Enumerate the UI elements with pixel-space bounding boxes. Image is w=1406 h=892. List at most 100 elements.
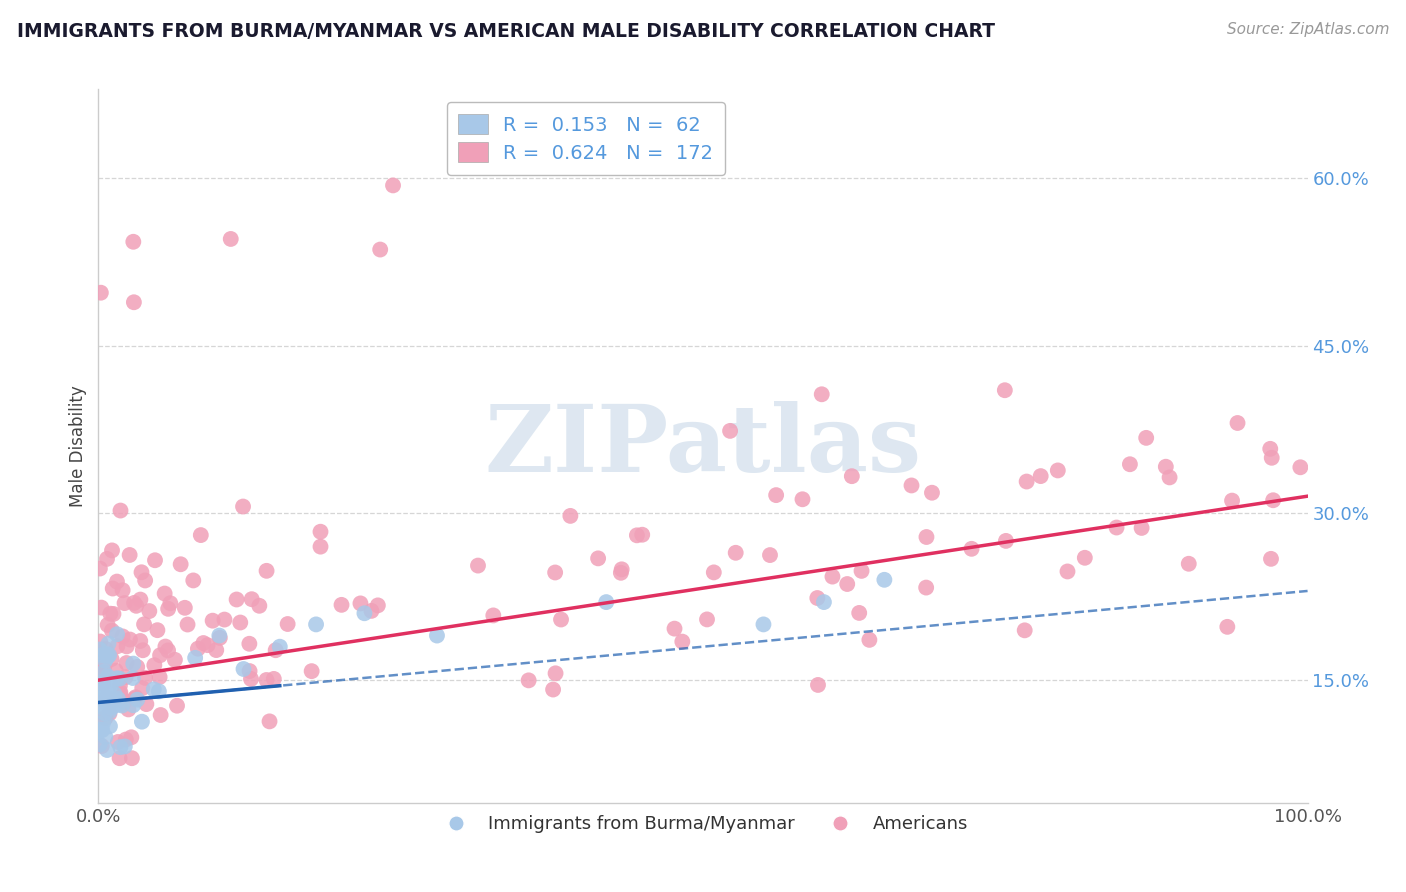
Point xyxy=(256,673,278,687)
Point xyxy=(193,636,215,650)
Point xyxy=(132,643,155,657)
Point xyxy=(93,665,115,679)
Point xyxy=(108,672,131,686)
Point xyxy=(1260,552,1282,566)
Point xyxy=(100,678,122,692)
Point xyxy=(93,706,115,721)
Point xyxy=(98,648,121,662)
Point xyxy=(89,665,111,679)
Point xyxy=(124,690,146,705)
Point xyxy=(96,679,118,693)
Point xyxy=(821,569,844,583)
Point xyxy=(240,592,263,607)
Point xyxy=(703,566,725,580)
Point xyxy=(148,684,170,698)
Point xyxy=(110,740,132,755)
Point xyxy=(806,591,828,605)
Point xyxy=(135,697,157,711)
Point xyxy=(915,530,938,544)
Point xyxy=(330,598,353,612)
Point xyxy=(238,637,260,651)
Point xyxy=(671,634,693,648)
Point xyxy=(1260,450,1282,465)
Point xyxy=(792,492,814,507)
Point xyxy=(724,546,747,560)
Point xyxy=(157,643,180,657)
Point xyxy=(994,383,1017,397)
Point xyxy=(851,564,873,578)
Point xyxy=(96,743,118,757)
Point xyxy=(1289,460,1312,475)
Point xyxy=(921,485,943,500)
Point xyxy=(89,676,111,690)
Point xyxy=(93,692,115,706)
Point xyxy=(103,698,125,713)
Point xyxy=(309,524,332,539)
Point xyxy=(118,632,141,647)
Point xyxy=(96,647,118,661)
Point xyxy=(382,178,405,193)
Point xyxy=(108,751,131,765)
Point xyxy=(91,715,114,730)
Point xyxy=(239,664,262,678)
Point xyxy=(114,695,136,709)
Point xyxy=(205,643,228,657)
Point xyxy=(97,669,120,683)
Point xyxy=(184,651,207,665)
Point xyxy=(353,607,375,621)
Point xyxy=(97,696,120,710)
Point xyxy=(610,566,633,580)
Point xyxy=(108,678,131,692)
Point xyxy=(98,607,121,621)
Point xyxy=(90,648,112,662)
Point xyxy=(153,586,176,600)
Point xyxy=(169,558,191,572)
Point xyxy=(115,640,138,654)
Point xyxy=(103,694,125,708)
Point xyxy=(467,558,489,573)
Point xyxy=(103,687,125,701)
Point xyxy=(89,655,111,669)
Point xyxy=(103,607,125,621)
Point xyxy=(482,608,505,623)
Point xyxy=(100,700,122,714)
Point xyxy=(166,698,188,713)
Point xyxy=(105,639,128,653)
Point xyxy=(873,573,896,587)
Point xyxy=(301,664,323,678)
Point xyxy=(544,666,567,681)
Point xyxy=(98,705,121,719)
Point xyxy=(269,640,291,654)
Point xyxy=(110,503,132,517)
Point xyxy=(190,528,212,542)
Point xyxy=(131,566,153,580)
Point xyxy=(841,469,863,483)
Point xyxy=(960,541,983,556)
Point xyxy=(127,660,149,674)
Point xyxy=(1105,520,1128,534)
Point xyxy=(89,723,111,737)
Point xyxy=(129,634,152,648)
Point xyxy=(181,574,204,588)
Point xyxy=(111,583,134,598)
Point xyxy=(134,574,156,588)
Point xyxy=(90,600,112,615)
Point xyxy=(94,695,117,709)
Point xyxy=(1046,463,1069,477)
Point xyxy=(94,681,117,695)
Point xyxy=(239,672,262,686)
Point xyxy=(994,533,1017,548)
Point xyxy=(610,562,633,576)
Point xyxy=(97,636,120,650)
Point xyxy=(368,243,391,257)
Point xyxy=(232,500,254,514)
Point xyxy=(263,672,285,686)
Point xyxy=(100,652,122,666)
Point xyxy=(134,671,156,685)
Point xyxy=(107,698,129,712)
Point xyxy=(541,682,564,697)
Point xyxy=(121,751,143,765)
Legend: Immigrants from Burma/Myanmar, Americans: Immigrants from Burma/Myanmar, Americans xyxy=(430,808,976,840)
Point xyxy=(208,631,231,645)
Point xyxy=(360,604,382,618)
